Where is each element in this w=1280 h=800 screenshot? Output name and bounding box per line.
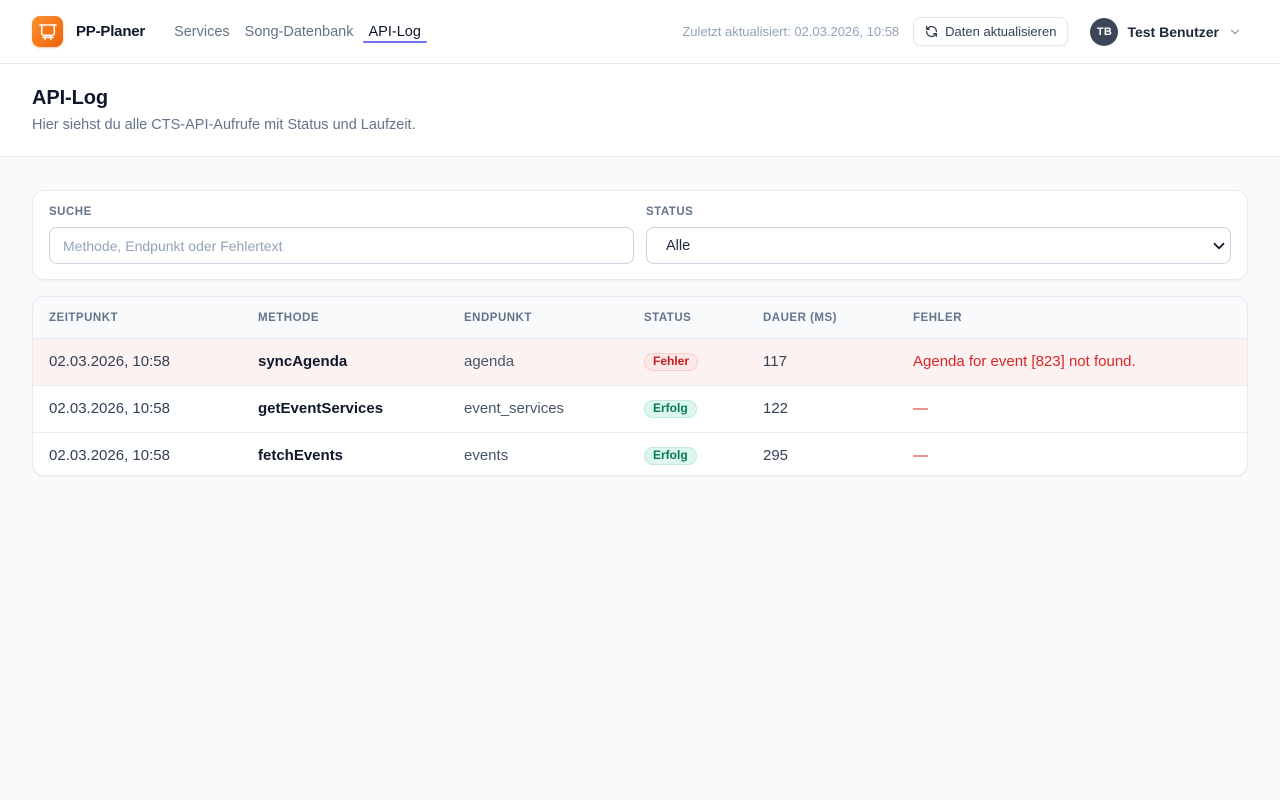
page-header: API-Log Hier siehst du alle CTS-API-Aufr… — [0, 64, 1280, 157]
column-header-fehler: FEHLER — [897, 297, 1247, 339]
column-header-zeitpunkt: ZEITPUNKT — [33, 297, 242, 339]
nav-item-song-datenbank[interactable]: Song-Datenbank — [244, 23, 354, 40]
last-updated-text: Zuletzt aktualisiert: 02.03.2026, 10:58 — [682, 24, 900, 39]
refresh-icon — [925, 25, 938, 38]
brand: PP-Planer — [32, 16, 145, 47]
page-title: API-Log — [32, 87, 108, 109]
log-row: 02.03.2026, 10:58 getEventServices event_s… — [33, 384, 1247, 432]
app-logo — [32, 16, 63, 47]
status-badge: Erfolg — [644, 400, 697, 418]
column-header-dauer: DAUER (MS) — [747, 297, 897, 339]
cell-method: fetchEvents — [242, 431, 448, 475]
cell-endpoint: event_services — [448, 384, 628, 432]
main-nav: Services Song-Datenbank API-Log — [168, 0, 428, 64]
filter-card: SUCHE STATUS Alle — [32, 190, 1248, 280]
log-row: 02.03.2026, 10:58 syncAgenda agenda Fehler 1… — [33, 338, 1247, 385]
column-header-endpunkt: ENDPUNKT — [448, 297, 628, 339]
cell-status: Erfolg — [628, 384, 747, 432]
status-select[interactable]: Alle — [646, 227, 1231, 264]
cell-status: Erfolg — [628, 431, 747, 475]
status-select-wrap: Alle — [646, 227, 1231, 264]
refresh-button-label: Daten aktualisieren — [945, 24, 1057, 39]
search-input[interactable] — [49, 227, 634, 264]
page-subtitle: Hier siehst du alle CTS-API-Aufrufe mit … — [32, 117, 416, 133]
brand-name: PP-Planer — [76, 23, 146, 40]
search-label: SUCHE — [49, 206, 92, 218]
cell-timestamp: 02.03.2026, 10:58 — [33, 384, 242, 432]
cell-duration: 122 — [747, 384, 897, 432]
column-header-methode: METHODE — [242, 297, 448, 339]
chevron-down-icon — [1228, 25, 1242, 39]
status-label: STATUS — [646, 206, 694, 218]
cell-method: syncAgenda — [258, 353, 348, 370]
cell-method: getEventServices — [242, 384, 448, 432]
log-row: 02.03.2026, 10:58 fetchEvents events Erfolg… — [33, 431, 1247, 475]
top-bar: PP-Planer Services Song-Datenbank API-Lo… — [0, 0, 1280, 64]
cell-timestamp: 02.03.2026, 10:58 — [33, 431, 242, 475]
cell-timestamp: 02.03.2026, 10:58 — [49, 353, 170, 370]
presentation-screen-icon — [36, 20, 60, 44]
search-field-group: SUCHE — [49, 206, 634, 264]
status-badge: Erfolg — [644, 447, 697, 465]
cell-duration: 117 — [763, 353, 787, 370]
user-menu[interactable]: TB Test Benutzer — [1090, 17, 1248, 46]
cell-endpoint: events — [448, 431, 628, 475]
cell-endpoint: agenda — [464, 353, 515, 370]
status-field-group: STATUS Alle — [646, 206, 1231, 264]
nav-item-services[interactable]: Services — [174, 23, 230, 40]
column-header-status: STATUS — [628, 297, 747, 339]
cell-error: — — [897, 384, 1247, 432]
cell-status: Fehler — [628, 338, 747, 385]
main-content: SUCHE STATUS Alle ZEITPUNKT — [0, 157, 1280, 800]
user-name: Test Benutzer — [1127, 23, 1219, 40]
refresh-data-button[interactable]: Daten aktualisieren — [913, 17, 1069, 46]
avatar: TB — [1090, 17, 1119, 46]
api-log-table: ZEITPUNKT METHODE ENDPUNKT STATUS DAUER … — [33, 297, 1247, 475]
nav-item-api-log[interactable]: API-Log — [362, 0, 428, 64]
cell-error: — — [897, 431, 1247, 475]
table-header-row: ZEITPUNKT METHODE ENDPUNKT STATUS DAUER … — [33, 297, 1247, 339]
cell-duration: 295 — [747, 431, 897, 475]
status-badge: Fehler — [644, 353, 699, 371]
cell-error: Agenda for event [823] not found. — [913, 353, 1136, 370]
top-bar-right: Zuletzt aktualisiert: 02.03.2026, 10:58 … — [682, 17, 1248, 46]
api-log-table-card: ZEITPUNKT METHODE ENDPUNKT STATUS DAUER … — [32, 296, 1248, 476]
